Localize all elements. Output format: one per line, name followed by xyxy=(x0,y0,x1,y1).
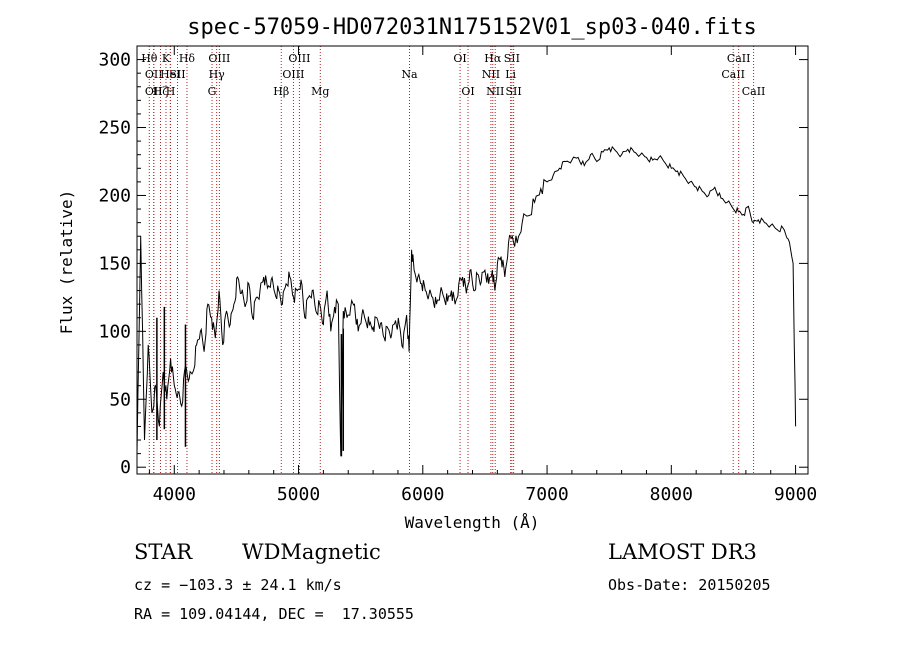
line-marker-label-12: Hβ xyxy=(273,85,289,98)
line-marker-label-13: OIII xyxy=(282,68,304,81)
y-tick-label-0: 0 xyxy=(120,457,131,478)
chart-title: spec-57059-HD072031N175152V01_sp03-040.f… xyxy=(187,15,757,40)
object-class: STAR xyxy=(134,540,193,564)
x-tick-label-5000: 5000 xyxy=(277,484,320,505)
line-marker-label-11: OIII xyxy=(208,52,230,65)
line-marker-label-19: NII xyxy=(482,68,500,81)
valley-points xyxy=(156,306,345,457)
coordinates: RA = 109.04144, DEC = 17.30555 xyxy=(134,605,414,623)
line-marker-label-5: HeI xyxy=(160,68,180,81)
object-subclass: WDMagnetic xyxy=(242,540,381,564)
x-tick-label-9000: 9000 xyxy=(774,484,817,505)
line-marker-label-21: NII xyxy=(486,85,504,98)
x-tick-label-6000: 6000 xyxy=(401,484,444,505)
y-tick-label-250: 250 xyxy=(98,118,131,139)
line-marker-label-24: SII xyxy=(506,85,522,98)
x-axis-ticks: 4000 5000 6000 7000 8000 9000 xyxy=(148,46,817,505)
line-marker-label-7: SII xyxy=(169,68,185,81)
y-tick-label-50: 50 xyxy=(109,389,131,410)
line-marker-label-15: Mg xyxy=(311,85,329,98)
x-tick-label-8000: 8000 xyxy=(650,484,693,505)
line-marker-label-0: Hθ xyxy=(141,52,158,65)
x-axis-label: Wavelength (Å) xyxy=(405,513,540,532)
line-marker-label-3: Hζ xyxy=(153,85,169,98)
line-marker-label-6: H xyxy=(166,85,176,98)
x-tick-label-7000: 7000 xyxy=(525,484,568,505)
line-marker-label-1: OII xyxy=(145,68,163,81)
line-marker-label-27: CaII xyxy=(742,85,766,98)
line-marker-label-8: Hδ xyxy=(179,52,196,65)
x-tick-label-4000: 4000 xyxy=(153,484,196,505)
line-marker-label-23: SII xyxy=(504,52,520,65)
line-marker-label-16: Na xyxy=(401,68,418,81)
line-marker-label-2: OII xyxy=(145,85,163,98)
line-marker-label-17: OI xyxy=(453,52,466,65)
line-marker-label-10: Hγ xyxy=(209,68,226,81)
line-marker-label-20: Hα xyxy=(484,52,502,65)
line-marker-label-14: OIII xyxy=(288,52,310,65)
y-tick-label-300: 300 xyxy=(98,50,131,71)
line-markers: HθOIIOIIHζKHeIHSIIHδGHγOIIIHβOIIIOIIIMgN… xyxy=(141,46,765,474)
line-marker-label-9: G xyxy=(208,85,217,98)
observation-date: Obs-Date: 20150205 xyxy=(608,576,771,594)
survey-name: LAMOST DR3 xyxy=(608,540,757,564)
y-axis-label: Flux (relative) xyxy=(57,190,76,335)
y-tick-label-150: 150 xyxy=(98,253,131,274)
line-marker-label-4: K xyxy=(162,52,171,65)
y-tick-label-200: 200 xyxy=(98,185,131,206)
y-tick-label-100: 100 xyxy=(98,321,131,342)
redshift-value: cz = −103.3 ± 24.1 km/s xyxy=(134,576,342,594)
line-marker-label-22: Li xyxy=(505,68,516,81)
line-marker-label-26: CaII xyxy=(727,52,751,65)
y-axis-ticks: 0 50 100 150 200 250 300 xyxy=(98,50,808,478)
line-marker-label-18: OI xyxy=(461,85,474,98)
plot-frame xyxy=(136,45,809,475)
spectrum-line xyxy=(136,145,797,457)
line-marker-label-25: CaII xyxy=(721,68,745,81)
